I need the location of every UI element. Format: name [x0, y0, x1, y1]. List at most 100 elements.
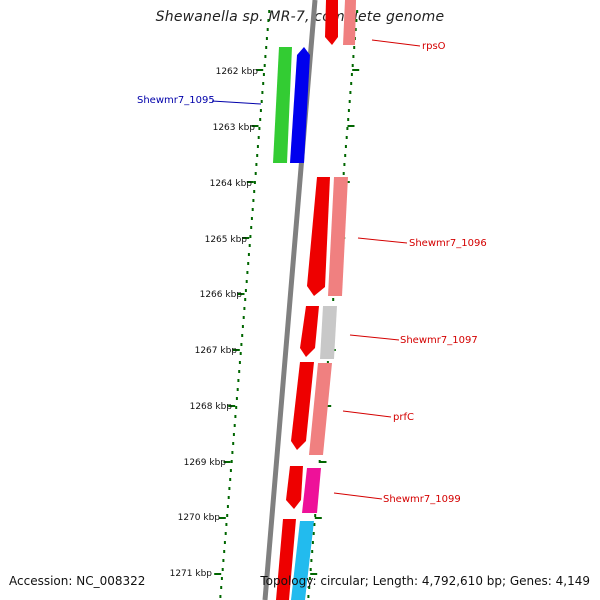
- inner-ring-dot: [259, 118, 262, 121]
- prfC-gene-feature[interactable]: [309, 363, 332, 455]
- inner-ring-dot: [220, 577, 223, 580]
- inner-ring-dot: [244, 289, 247, 292]
- outer-ring-dot: [310, 559, 313, 562]
- gene-label-shewmr7-1097: Shewmr7_1097: [400, 335, 478, 346]
- inner-ring-dot: [236, 388, 239, 391]
- inner-ring-dot: [253, 181, 256, 184]
- shewmr7-1097-gene-feature[interactable]: [320, 306, 337, 359]
- outer-ring-dot: [347, 109, 350, 112]
- inner-ring-dot: [237, 379, 240, 382]
- gene-label-prfc: prfC: [393, 412, 414, 423]
- outer-ring-dot: [354, 28, 357, 31]
- inner-ring-dot: [256, 145, 259, 148]
- shewmr7-1095-gene-feature[interactable]: [273, 47, 292, 163]
- tick-label-1264: 1264 kbp: [210, 179, 253, 189]
- gene-label-shewmr7-1099: Shewmr7_1099: [383, 494, 461, 505]
- inner-tick-mark: [256, 69, 264, 71]
- inner-ring-dot: [256, 154, 259, 157]
- outer-ring-dot: [348, 100, 351, 103]
- inner-ring-dot: [225, 523, 228, 526]
- inner-ring-dot: [266, 28, 269, 31]
- inner-ring-dot: [261, 91, 264, 94]
- outer-ring-dot: [309, 568, 312, 571]
- tick-label-1266: 1266 kbp: [200, 290, 243, 300]
- inner-ring-dot: [262, 73, 265, 76]
- rpsO-cds-feature[interactable]: [325, 0, 338, 45]
- inner-ring-dot: [244, 298, 247, 301]
- shewmr7-1096-gene-feature[interactable]: [328, 177, 348, 296]
- rpsO-gene-feature[interactable]: [343, 0, 356, 45]
- tick-label-1268: 1268 kbp: [190, 402, 233, 412]
- outer-ring-dot: [352, 55, 355, 58]
- gene-label-shewmr7-1096: Shewmr7_1096: [409, 238, 487, 249]
- outer-ring-dot: [350, 82, 353, 85]
- outer-ring-dot: [344, 154, 347, 157]
- inner-ring-dot: [267, 19, 270, 22]
- outer-ring-dot: [351, 64, 354, 67]
- outer-ring-dot: [313, 523, 316, 526]
- inner-ring-dot: [239, 352, 242, 355]
- inner-ring-dot: [255, 163, 258, 166]
- inner-ring-dot: [245, 280, 248, 283]
- tick-label-1265: 1265 kbp: [205, 235, 248, 245]
- outer-ring-dot: [332, 298, 335, 301]
- inner-ring-dot: [260, 100, 263, 103]
- inner-ring-dot: [222, 559, 225, 562]
- inner-ring-dot: [257, 136, 260, 139]
- inner-ring-dot: [220, 586, 223, 589]
- shewmr7-1097-cds-feature[interactable]: [300, 306, 319, 357]
- inner-ring-dot: [229, 469, 232, 472]
- inner-ring-dot: [235, 397, 238, 400]
- inner-ring-dot: [219, 595, 222, 598]
- tick-labels: 1262 kbp 1263 kbp 1264 kbp 1265 kbp 1266…: [170, 67, 259, 579]
- inner-ring-dot: [234, 415, 237, 418]
- shewmr7-1099-cds-feature[interactable]: [286, 466, 303, 509]
- inner-ring-dot: [249, 235, 252, 238]
- tick-label-1262: 1262 kbp: [216, 67, 259, 77]
- outer-tick-mark: [310, 573, 318, 575]
- outer-ring-dot: [311, 550, 314, 553]
- outer-ring-dot: [326, 361, 329, 364]
- outer-ring-dot: [344, 145, 347, 148]
- bottom-gene-feature[interactable]: [291, 521, 314, 600]
- inner-ring-dot: [241, 334, 244, 337]
- inner-ring-dot: [229, 478, 232, 481]
- shewmr7-1096-cds-feature[interactable]: [307, 177, 330, 296]
- gene-label-shewmr7-1095: Shewmr7_1095: [137, 95, 215, 106]
- prfC-cds-feature[interactable]: [291, 362, 314, 450]
- inner-ring-dot: [248, 244, 251, 247]
- inner-ring-dot: [241, 325, 244, 328]
- inner-ring-dot: [226, 505, 229, 508]
- inner-tick-mark: [246, 181, 254, 183]
- inner-ring-dot: [247, 253, 250, 256]
- shewmr7-1099-gene-feature[interactable]: [302, 468, 321, 513]
- inner-ring-dot: [235, 406, 238, 409]
- outer-ring-dot: [307, 595, 310, 598]
- outer-ring-dot: [343, 163, 346, 166]
- outer-ring-dot: [311, 541, 314, 544]
- outer-tick-mark: [319, 461, 327, 463]
- shewmr7-1095-cds-feature[interactable]: [290, 47, 310, 163]
- outer-ring-dot: [346, 127, 349, 130]
- inner-ring-dot: [247, 262, 250, 265]
- inner-ring-dot: [250, 226, 253, 229]
- gene-labels: rpsO Shewmr7_1095 Shewmr7_1096 Shewmr7_1…: [137, 41, 487, 505]
- map-title: Shewanella sp. MR-7, complete genome: [155, 9, 445, 25]
- outer-ring-dot: [312, 532, 315, 535]
- features: [273, 0, 356, 600]
- outer-tick-mark: [347, 125, 355, 127]
- inner-tick-mark: [232, 349, 240, 351]
- inner-tick-mark: [242, 237, 250, 239]
- tick-label-1270: 1270 kbp: [178, 513, 221, 523]
- inner-ring-dot: [228, 487, 231, 490]
- inner-tick-mark: [237, 293, 245, 295]
- outer-ring-dot: [308, 586, 311, 589]
- accession-text: Accession: NC_008322: [9, 574, 146, 588]
- inner-ring-dot: [258, 127, 261, 130]
- inner-ring-dot: [265, 46, 268, 49]
- inner-ring-dot: [223, 541, 226, 544]
- bottom-cds-feature[interactable]: [276, 519, 296, 600]
- inner-ring-dot: [238, 361, 241, 364]
- outer-tick-mark: [314, 517, 322, 519]
